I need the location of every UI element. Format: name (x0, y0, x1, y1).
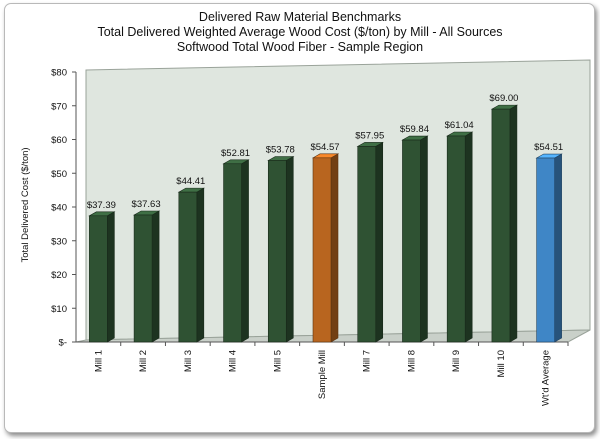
y-tick-label: $60 (51, 135, 67, 146)
y-tick-label: $10 (51, 304, 67, 315)
data-label: $44.41 (176, 176, 205, 187)
x-tick-label: Mill 7 (362, 350, 373, 372)
bar-side-face (375, 141, 384, 343)
bar-side-face (151, 210, 160, 343)
y-tick-label: $- (59, 338, 67, 349)
bar-side-face (241, 159, 249, 343)
bar (535, 153, 563, 343)
data-label: $37.63 (132, 199, 161, 210)
bar (177, 187, 205, 343)
chart-titles: Delivered Raw Material Benchmarks Total … (0, 10, 600, 55)
y-ticks: $- $10 $20 $30 $40 $50 $60 $70 $80 (51, 68, 76, 349)
data-label: $59.84 (400, 124, 429, 135)
bar-front-face (133, 214, 153, 343)
bar (132, 210, 161, 343)
bar (267, 155, 295, 343)
x-tick-label: Mill 3 (183, 350, 194, 372)
data-labels: $37.39 $37.63 $44.41 $52.81 $53.78 $54.57 $57.… (87, 93, 563, 211)
bar (401, 135, 429, 343)
y-tick-label: $50 (51, 169, 67, 180)
bar-side-face (420, 135, 428, 343)
data-label: $57.95 (355, 130, 384, 141)
bar-side-face (554, 153, 562, 343)
chart-title: Delivered Raw Material Benchmarks (198, 10, 402, 24)
bar-side-face (464, 131, 473, 343)
bar (311, 153, 340, 343)
data-label: $69.00 (489, 93, 518, 104)
y-tick-label: $20 (51, 270, 67, 281)
bars (88, 104, 563, 343)
chart-subtitle-2: Softwood Total Wood Fiber - Sample Regio… (176, 40, 424, 54)
bar-side-face (196, 187, 205, 343)
y-axis-label: Total Delivered Cost ($/ton) (20, 147, 31, 262)
bar-side-face (330, 153, 339, 343)
bar-front-face (267, 160, 287, 343)
x-tick-label: Mill 9 (451, 350, 462, 372)
data-label: $53.78 (266, 144, 295, 155)
y-tick-label: $40 (51, 203, 67, 214)
x-tick-label: Mill 2 (138, 350, 149, 372)
bar-front-face (223, 163, 242, 343)
bar (356, 141, 384, 343)
bar-front-face (536, 157, 555, 343)
bar-side-face (285, 155, 294, 343)
y-tick-label: $70 (51, 101, 67, 112)
bar-front-face (446, 135, 466, 343)
x-tick-label: Mill 4 (228, 350, 239, 372)
x-tick-label: Sample Mill (317, 350, 328, 399)
bar-side-face (509, 104, 518, 343)
x-tick-label: Mill 8 (406, 350, 417, 372)
x-tick-label: Mill 10 (496, 350, 507, 377)
bar-front-face (491, 108, 511, 343)
bar (88, 211, 116, 343)
bar (490, 104, 519, 343)
x-tick-label: Mill 5 (272, 350, 283, 372)
data-label: $52.81 (221, 148, 250, 159)
y-tick-label: $80 (51, 68, 67, 79)
bar-front-face (312, 157, 332, 343)
x-tick-labels: Mill 1 Mill 2 Mill 3 Mill 4 Mill 5 Sample Mil… (93, 342, 569, 406)
data-label: $37.39 (87, 200, 116, 211)
x-tick-label: Mill 1 (93, 350, 104, 372)
bar-front-face (89, 215, 108, 343)
chart-subtitle: Total Delivered Weighted Average Wood Co… (97, 25, 503, 39)
bar (446, 131, 474, 343)
bar-side-face (107, 211, 115, 343)
bar-front-face (402, 139, 421, 343)
data-label: $54.57 (310, 142, 339, 153)
data-label: $61.04 (445, 120, 474, 131)
bar-front-face (178, 191, 198, 343)
bar-front-face (357, 146, 377, 343)
x-tick-label: Wt'd Average (541, 350, 552, 406)
data-label: $54.51 (534, 142, 563, 153)
bar (222, 159, 250, 343)
y-tick-label: $30 (51, 236, 67, 247)
